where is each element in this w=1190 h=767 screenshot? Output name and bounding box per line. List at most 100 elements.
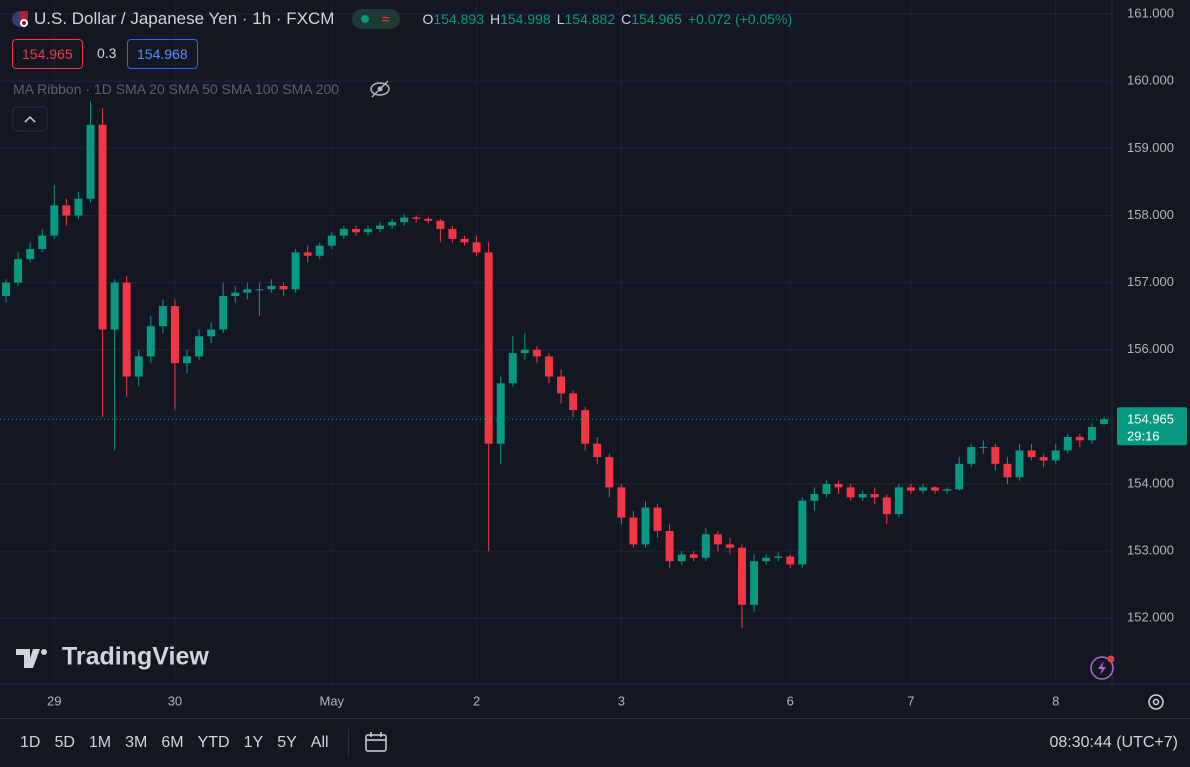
candle-body (207, 329, 216, 337)
candle-body (170, 306, 179, 364)
y-tick-label: 158.000 (1127, 207, 1174, 222)
clock[interactable]: 08:30:44 (UTC+7) (1049, 734, 1178, 751)
candle-body (1099, 419, 1108, 425)
symbol-title[interactable]: U.S. Dollar / Japanese Yen · 1h · FXCM (34, 9, 335, 28)
candle-body (919, 487, 927, 491)
candle-body (86, 124, 95, 199)
candle-body (267, 285, 276, 290)
candle-body (1063, 436, 1072, 451)
candle-body (388, 222, 397, 226)
candle-body (701, 534, 710, 558)
visibility-icon[interactable] (370, 80, 390, 98)
candle-body (967, 447, 976, 464)
range-button[interactable]: 5D (54, 734, 75, 751)
last-price-label: 154.965 (1127, 412, 1174, 427)
candle-body (303, 252, 312, 256)
candle-body (943, 489, 952, 491)
date-range-icon[interactable] (364, 731, 390, 755)
candle-body (436, 220, 445, 229)
candle-body (677, 554, 686, 562)
candle-body (798, 500, 807, 565)
brand-logo: TradingView (16, 643, 209, 671)
x-tick-label: 7 (907, 693, 914, 708)
y-tick-label: 157.000 (1127, 274, 1174, 289)
candle-body (725, 544, 734, 548)
buy-price[interactable]: 154.968 (127, 39, 198, 69)
candle-body (484, 252, 493, 444)
candle-body (569, 393, 578, 411)
collapse-button[interactable] (12, 106, 48, 132)
candle-body (496, 383, 505, 444)
range-button[interactable]: 1Y (243, 734, 264, 751)
candle-body (38, 235, 47, 250)
candle-body (665, 530, 674, 562)
alert-icon[interactable] (1090, 655, 1115, 680)
candle-body (834, 483, 843, 488)
x-tick-label: 8 (1052, 693, 1059, 708)
candle-body (617, 487, 626, 518)
candle-body (581, 410, 590, 444)
candle-body (472, 242, 481, 253)
candle-body (750, 561, 759, 605)
ohlc-key: H (489, 11, 501, 27)
candle-body (870, 494, 879, 498)
candle-body (351, 228, 360, 233)
range-button[interactable]: 6M (161, 734, 184, 751)
y-tick-label: 152.000 (1127, 610, 1174, 625)
candle-body (786, 556, 795, 565)
range-button[interactable]: All (310, 734, 329, 751)
candle-body (291, 252, 300, 290)
ohlc-legend: O154.893 H154.998 L154.882 C154.965 (416, 11, 681, 27)
candle-body (74, 198, 83, 216)
candle-body (14, 259, 23, 283)
candle-body (544, 356, 553, 377)
range-button[interactable]: 5Y (277, 734, 297, 751)
spread: 0.3 (97, 45, 117, 61)
y-tick-label: 156.000 (1127, 341, 1174, 356)
market-status[interactable]: ≈ (352, 9, 401, 29)
candle-body (508, 353, 517, 384)
symbol-header: U.S. Dollar / Japanese Yen · 1h · FXCM ≈… (12, 8, 792, 30)
candle-body (2, 282, 11, 297)
y-tick-label: 154.000 (1127, 475, 1174, 490)
candle-body (991, 447, 1000, 464)
candle-body (279, 285, 288, 290)
axes: 152.000153.000154.000155.000156.000157.0… (0, 6, 1187, 708)
chart: 152.000153.000154.000155.000156.000157.0… (0, 0, 1190, 710)
candle-body (774, 556, 783, 558)
range-button[interactable]: 1D (20, 734, 41, 751)
x-tick-label: 30 (168, 693, 182, 708)
range-button[interactable]: 3M (125, 734, 148, 751)
candle-body (134, 356, 143, 377)
candle-body (858, 494, 867, 498)
candle-body (364, 228, 372, 233)
sell-price[interactable]: 154.965 (12, 39, 83, 69)
range-button[interactable]: 1M (88, 734, 112, 751)
ohlc-key: C (621, 11, 632, 27)
y-tick-label: 160.000 (1127, 73, 1174, 88)
candle-body (1087, 426, 1096, 441)
ohlc-value: 154.965 (631, 11, 682, 27)
candle-body (424, 218, 433, 221)
candle-body (243, 289, 252, 293)
candle-body (882, 497, 891, 515)
indicator-legend: MA Ribbon · 1D SMA 20 SMA 50 SMA 100 SMA… (13, 81, 340, 97)
x-tick-label: 3 (618, 693, 625, 708)
candle-body (50, 205, 59, 236)
x-tick-label: 2 (473, 693, 480, 708)
candle-body (26, 249, 35, 260)
candle-body (315, 245, 324, 256)
candle-body (846, 487, 855, 498)
candle-body (906, 487, 915, 491)
candle-body (641, 507, 650, 545)
range-button[interactable]: YTD (197, 734, 230, 751)
ohlc-item: H154.998 (490, 11, 551, 27)
candle-body (532, 349, 541, 357)
settings-icon[interactable] (1148, 694, 1164, 710)
candle-body (183, 356, 191, 364)
ohlc-value: 154.882 (564, 11, 616, 27)
candle-body (1015, 450, 1024, 478)
candle-body (931, 487, 940, 491)
change: +0.072 (+0.05%) (687, 11, 793, 27)
candle-body (822, 483, 831, 495)
